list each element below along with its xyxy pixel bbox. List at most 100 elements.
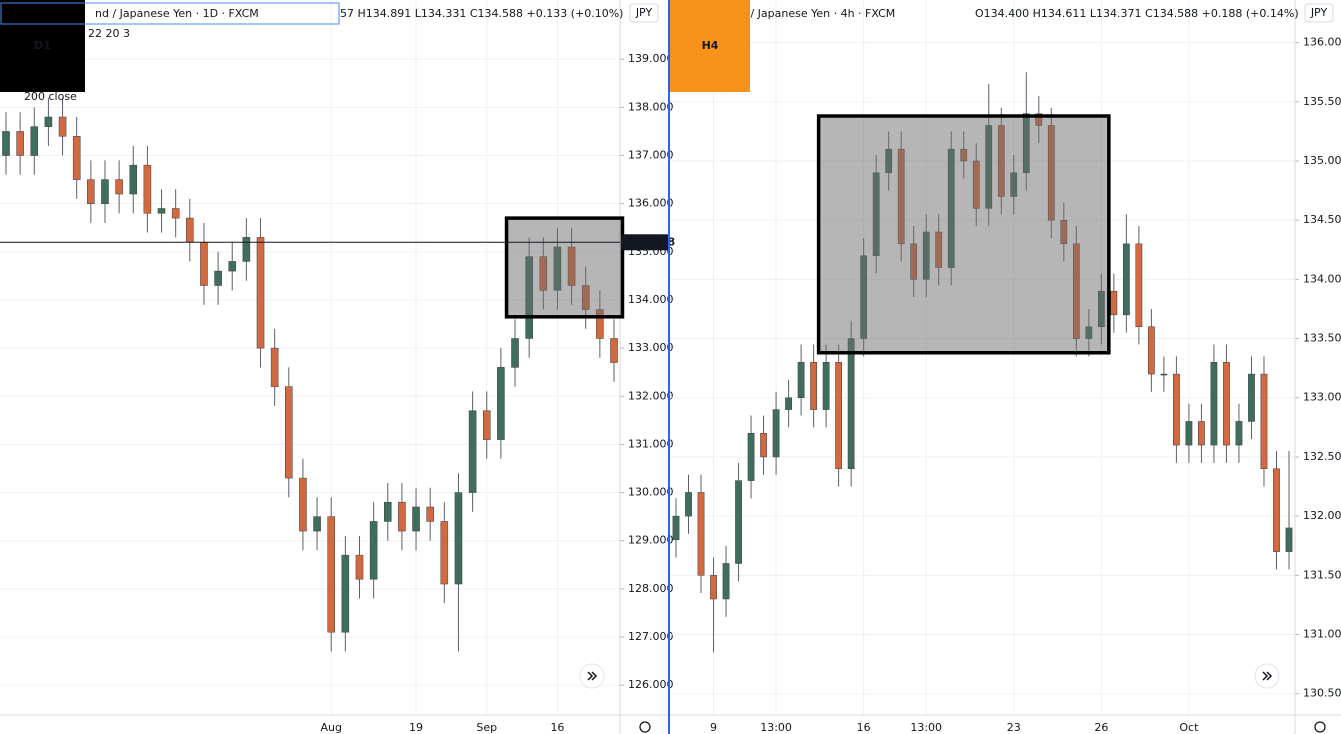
symbol-header: nd / Japanese Yen · 4h · FXCM <box>733 7 895 20</box>
candle-body <box>313 516 321 532</box>
y-tick-label: 138.000 <box>628 100 674 113</box>
candle-body <box>1160 373 1168 376</box>
candle-body <box>440 521 449 585</box>
ohlc-values: O134.400 H134.611 L134.371 C134.588 +0.1… <box>975 7 1299 20</box>
x-tick-label: Oct <box>1179 721 1199 734</box>
candle-body <box>722 563 730 600</box>
candle-body <box>426 506 434 522</box>
y-tick-label: 136.000 <box>628 197 674 210</box>
last-price-label: 135.198 <box>625 235 675 248</box>
candle-body <box>760 433 767 458</box>
candle-body <box>747 433 755 481</box>
candle-body <box>44 116 53 127</box>
candle-body <box>355 554 364 580</box>
candle-body <box>270 347 279 387</box>
candle-body <box>369 521 378 580</box>
candle-body <box>285 386 293 479</box>
candle-body <box>383 501 392 522</box>
candle-body <box>186 217 194 243</box>
candle-body <box>1273 468 1280 552</box>
candle-body <box>157 208 166 214</box>
candle-body <box>341 554 350 633</box>
candle-body <box>16 131 24 156</box>
candle-body <box>710 575 717 600</box>
y-tick-label: 139.000 <box>628 52 674 65</box>
candle-body <box>1148 326 1155 375</box>
candle-body <box>115 179 123 195</box>
x-tick-label: 13:00 <box>910 721 942 734</box>
candle-body <box>1173 373 1180 446</box>
candle-body <box>101 179 109 204</box>
candle-body <box>482 410 491 440</box>
candle-body <box>58 116 67 137</box>
y-tick-label: 131.500 <box>1303 568 1341 581</box>
y-tick-label: 134.000 <box>628 293 674 306</box>
candle-body <box>256 237 265 349</box>
candle-body <box>735 480 742 564</box>
indicator-label: 22 20 3 <box>88 27 130 40</box>
candle-body <box>228 261 237 272</box>
candle-body <box>772 409 780 458</box>
x-tick-label: Aug <box>320 721 341 734</box>
candle-body <box>200 241 208 286</box>
y-tick-label: 133.000 <box>628 341 674 354</box>
candle-body <box>1260 373 1268 470</box>
candle-body <box>327 516 335 633</box>
candle-body <box>835 361 843 470</box>
candle-body <box>468 410 477 493</box>
scroll-icon <box>1262 671 1273 681</box>
candle-body <box>87 179 95 204</box>
y-tick-label: 133.000 <box>1303 391 1341 404</box>
y-tick-label: 132.500 <box>1303 450 1341 463</box>
last-price-badge <box>621 234 668 251</box>
x-tick-label: 26 <box>1094 721 1108 734</box>
candle-body <box>610 338 618 363</box>
candle-body <box>697 492 705 576</box>
y-tick-label: 136.000 <box>1303 36 1341 49</box>
candle-body <box>1210 361 1218 446</box>
y-tick-label: 128.000 <box>628 582 674 595</box>
candle-body <box>412 506 420 532</box>
timeframe-tag <box>670 0 750 92</box>
candle-body <box>1223 361 1230 446</box>
candle-body <box>797 361 805 398</box>
y-tick-label: 137.000 <box>628 149 674 162</box>
candle-body <box>672 515 680 541</box>
scroll-icon <box>587 671 598 681</box>
candle-body <box>299 477 307 532</box>
candle-body <box>143 164 152 214</box>
candle-body <box>129 164 138 195</box>
y-tick-label: 130.500 <box>1303 687 1341 700</box>
ohlc-values: 57 H134.891 L134.331 C134.588 +0.133 (+0… <box>340 7 623 20</box>
x-tick-label: 9 <box>710 721 717 734</box>
timeframe-tag <box>0 0 85 92</box>
candle-body <box>511 338 519 368</box>
candle-body <box>1285 527 1293 552</box>
y-tick-label: 126.000 <box>628 678 674 691</box>
y-tick-label: 134.000 <box>1303 272 1341 285</box>
y-tick-label: 127.000 <box>628 630 674 643</box>
candle-body <box>1135 243 1143 327</box>
y-tick-label: 134.500 <box>1303 213 1341 226</box>
x-tick-label: 19 <box>409 721 423 734</box>
y-tick-label: 135.000 <box>1303 154 1341 167</box>
candle-body <box>454 492 463 585</box>
y-tick-label: 131.000 <box>1303 628 1341 641</box>
candle-body <box>72 136 81 180</box>
y-tick-label: 132.000 <box>1303 509 1341 522</box>
highlight-box <box>816 114 1111 355</box>
y-tick-label: 132.000 <box>628 389 674 402</box>
timeframe-tag-label: D1 <box>34 39 51 52</box>
y-tick-label: 131.000 <box>628 437 674 450</box>
currency-badge <box>629 3 659 23</box>
x-tick-label: Sep <box>476 721 497 734</box>
highlight-box <box>504 216 625 319</box>
candle-body <box>822 361 830 410</box>
candle-body <box>1248 373 1255 422</box>
candle-body <box>1235 421 1243 446</box>
x-tick-label: 23 <box>1007 721 1021 734</box>
y-tick-label: 135.500 <box>1303 95 1341 108</box>
currency-badge <box>1304 3 1334 23</box>
x-tick-label: 16 <box>857 721 871 734</box>
